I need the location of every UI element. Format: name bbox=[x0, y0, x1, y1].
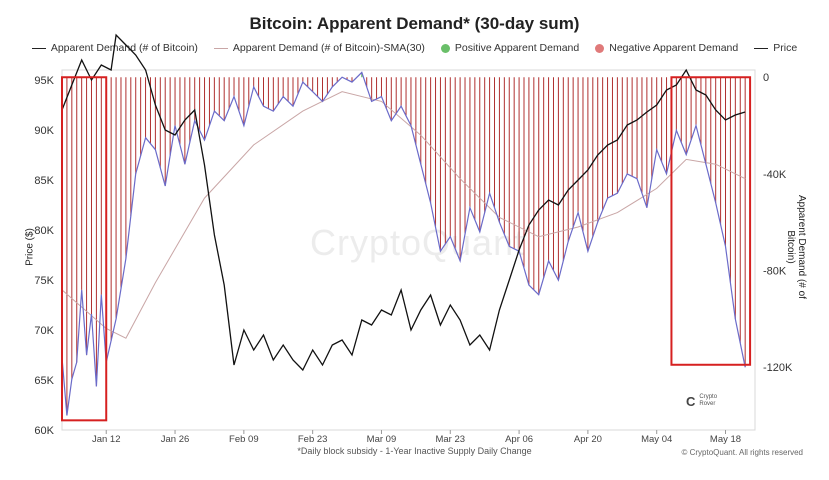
x-tick-label: May 18 bbox=[710, 434, 741, 445]
y-left-tick-label: 85K bbox=[34, 175, 54, 187]
y-axis-left-label: Price ($) bbox=[24, 228, 36, 266]
x-tick-label: Apr 20 bbox=[574, 434, 602, 445]
brand-text: Crypto Rover bbox=[699, 394, 718, 407]
x-tick-label: May 04 bbox=[641, 434, 672, 445]
x-tick-label: Mar 09 bbox=[367, 434, 397, 445]
legend-label-sma: Apparent Demand (# of Bitcoin)-SMA(30) bbox=[232, 42, 425, 54]
brand-logo: C Crypto Rover bbox=[686, 394, 717, 408]
sma-line bbox=[61, 91, 746, 339]
legend-label-demand: Apparent Demand (# of Bitcoin) bbox=[50, 42, 198, 54]
y-right-tick-label: -40K bbox=[763, 169, 787, 181]
legend-item-negative[interactable]: Negative Apparent Demand bbox=[595, 42, 738, 54]
apparent-demand-line bbox=[61, 71, 746, 416]
y-left-tick-label: 65K bbox=[34, 375, 54, 387]
legend-line-icon bbox=[754, 47, 769, 49]
y-left-tick-label: 70K bbox=[34, 325, 54, 337]
x-tick-label: Feb 09 bbox=[229, 434, 259, 445]
brand-logo-icon: C bbox=[686, 393, 696, 409]
x-tick-label: Jan 26 bbox=[161, 434, 190, 445]
watermark: CryptoQuant bbox=[310, 222, 526, 263]
chart-footnote: *Daily block subsidy - 1-Year Inactive S… bbox=[297, 446, 532, 456]
legend-line-icon bbox=[31, 47, 46, 49]
chart-title: Bitcoin: Apparent Demand* (30-day sum) bbox=[249, 14, 580, 33]
legend-item-positive[interactable]: Positive Apparent Demand bbox=[440, 42, 580, 54]
legend-item-demand[interactable]: Apparent Demand (# of Bitcoin) bbox=[31, 42, 198, 54]
legend-line-icon bbox=[213, 47, 228, 49]
chart-legend: Apparent Demand (# of Bitcoin) Apparent … bbox=[0, 42, 829, 54]
highlight-box-1 bbox=[61, 76, 108, 422]
y-left-tick-label: 90K bbox=[34, 125, 54, 137]
x-tick-label: Feb 23 bbox=[298, 434, 328, 445]
legend-item-price[interactable]: Price bbox=[754, 42, 797, 54]
y-left-tick-label: 80K bbox=[34, 225, 54, 237]
legend-item-sma[interactable]: Apparent Demand (# of Bitcoin)-SMA(30) bbox=[213, 42, 425, 54]
y-right-tick-label: 0 bbox=[763, 72, 769, 84]
y-left-tick-label: 75K bbox=[34, 275, 54, 287]
y-left-tick-label: 95K bbox=[34, 75, 54, 87]
legend-label-price: Price bbox=[773, 42, 798, 54]
x-tick-label: Mar 23 bbox=[435, 434, 465, 445]
highlight-box-2 bbox=[670, 76, 752, 366]
y-right-tick-label: -80K bbox=[763, 266, 787, 278]
copyright-text: © CryptoQuant. All rights reserved bbox=[681, 448, 804, 457]
x-tick-label: Jan 12 bbox=[92, 434, 121, 445]
price-line bbox=[61, 33, 746, 372]
legend-label-positive: Positive Apparent Demand bbox=[454, 42, 580, 54]
y-axis-right-label: Apparent Demand (# of Bitcoin) bbox=[785, 195, 807, 299]
y-right-tick-label: -120K bbox=[763, 362, 793, 374]
legend-dot-icon bbox=[595, 43, 605, 53]
legend-dot-icon bbox=[440, 43, 450, 53]
x-tick-label: Apr 06 bbox=[505, 434, 533, 445]
legend-label-negative: Negative Apparent Demand bbox=[609, 42, 739, 54]
y-left-tick-label: 60K bbox=[34, 425, 54, 437]
